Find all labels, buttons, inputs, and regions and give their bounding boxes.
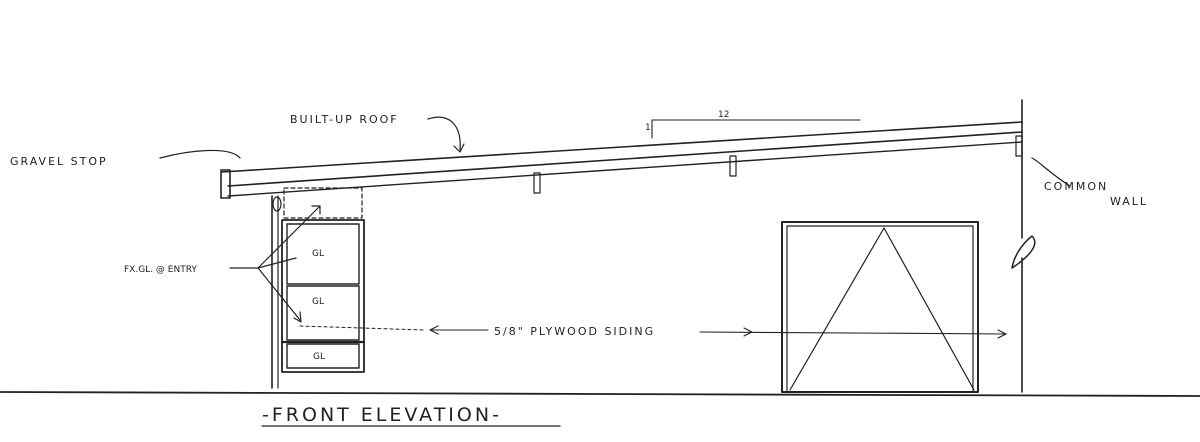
- slope-run-label: 12: [718, 110, 729, 120]
- common-wall-label-line1: COMMON: [1044, 180, 1108, 193]
- gravel-stop-label: GRAVEL STOP: [10, 155, 108, 168]
- glass-panel-label-3: GL: [313, 352, 325, 362]
- fixed-glass-entry: [280, 219, 366, 373]
- glass-panel-label-1: GL: [312, 249, 324, 259]
- joist-ends: [533, 135, 1023, 194]
- leader-lines: [159, 116, 1071, 339]
- built-up-roof-label: BUILT-UP ROOF: [290, 113, 399, 126]
- drawing-title: -FRONT ELEVATION-: [262, 404, 502, 426]
- glass-panel-label-2: GL: [312, 297, 324, 307]
- slope-rise-label: 1: [645, 123, 651, 133]
- garage-door: [781, 221, 979, 393]
- common-wall: [1011, 99, 1036, 393]
- entry-header: [283, 187, 363, 219]
- fixed-glass-entry-label: FX.GL. @ ENTRY: [124, 265, 197, 275]
- roof-structure: [220, 121, 1023, 199]
- common-wall-label-line2: WALL: [1110, 195, 1148, 208]
- ground-line: [0, 391, 1200, 397]
- plywood-siding-label: 5/8" PLYWOOD SIDING: [494, 325, 655, 338]
- slope-indicator: 12 1: [645, 110, 861, 139]
- left-wall: [271, 195, 282, 389]
